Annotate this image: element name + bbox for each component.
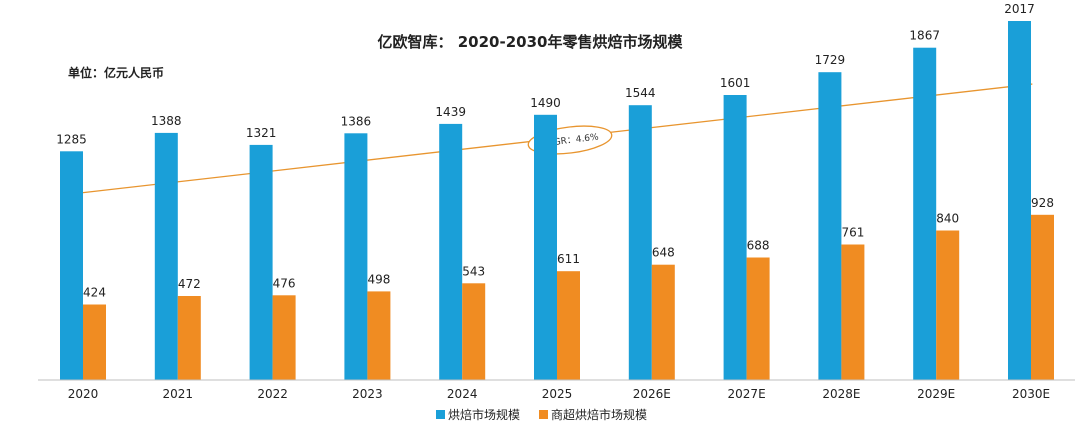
bar-supermarket-2023 <box>367 291 391 380</box>
x-tick-2023: 2023 <box>352 387 383 401</box>
bar-bakery-2025 <box>534 114 557 381</box>
legend: 烘焙市场规模 商超烘焙市场规模 <box>436 407 647 422</box>
bar-bakery-2020 <box>60 151 83 380</box>
x-tick-2028E: 2028E <box>822 387 860 401</box>
x-tick-2020: 2020 <box>68 387 99 401</box>
bars-group <box>60 21 1054 381</box>
value-label-supermarket-2026E: 648 <box>652 246 675 260</box>
bar-bakery-2022 <box>249 144 273 380</box>
value-label-bakery-2024: 1439 <box>435 105 466 119</box>
bar-supermarket-2022 <box>272 295 296 380</box>
bar-supermarket-2030E <box>1031 214 1054 380</box>
value-label-supermarket-2029E: 840 <box>936 212 959 226</box>
value-label-bakery-2020: 1285 <box>56 132 87 146</box>
x-tick-2027E: 2027E <box>728 387 766 401</box>
x-tick-2026E: 2026E <box>633 387 671 401</box>
bar-supermarket-2025 <box>557 271 580 380</box>
value-label-bakery-2022: 1321 <box>246 126 277 140</box>
chart-title: 亿欧智库： 2020-2030年零售烘焙市场规模 <box>378 33 684 51</box>
bar-bakery-2024 <box>439 123 463 381</box>
value-label-supermarket-2027E: 688 <box>747 239 770 253</box>
value-label-supermarket-2025: 611 <box>557 252 580 266</box>
value-label-supermarket-2028E: 761 <box>841 226 864 240</box>
bar-supermarket-2020 <box>83 304 106 380</box>
bar-supermarket-2028E <box>841 244 865 380</box>
value-label-bakery-2025: 1490 <box>530 96 561 110</box>
x-tick-2029E: 2029E <box>917 387 955 401</box>
bar-supermarket-2021 <box>177 296 201 380</box>
x-tick-2025: 2025 <box>542 387 573 401</box>
value-label-supermarket-2023: 498 <box>367 272 390 286</box>
x-tick-2022: 2022 <box>257 387 288 401</box>
bar-bakery-2027E <box>723 95 747 380</box>
x-tick-2021: 2021 <box>163 387 194 401</box>
value-label-supermarket-2022: 476 <box>273 276 296 290</box>
value-label-supermarket-2024: 543 <box>462 264 485 278</box>
bar-bakery-2026E <box>628 105 652 380</box>
x-tick-2024: 2024 <box>447 387 478 401</box>
value-label-bakery-2029E: 1867 <box>909 29 940 43</box>
x-tick-labels: 2020 2021 2022 2023 2024 2025 2026E 2027E 2028E 2… <box>68 387 1050 401</box>
bar-supermarket-2024 <box>462 283 486 380</box>
value-label-bakery-2026E: 1544 <box>625 86 656 100</box>
value-label-bakery-2021: 1388 <box>151 114 182 128</box>
value-label-bakery-2030E: 2017 <box>1004 2 1035 16</box>
x-tick-2030E: 2030E <box>1012 387 1050 401</box>
bar-bakery-2021 <box>154 132 178 380</box>
value-label-bakery-2028E: 1729 <box>815 53 846 67</box>
bar-supermarket-2029E <box>936 230 960 380</box>
legend-label-series-2: 商超烘焙市场规模 <box>551 407 647 422</box>
bar-bakery-2029E <box>913 47 937 380</box>
value-label-supermarket-2030E: 928 <box>1031 196 1054 210</box>
value-label-bakery-2027E: 1601 <box>720 76 751 90</box>
bar-supermarket-2027E <box>746 257 770 380</box>
legend-swatch-series-1 <box>436 410 445 419</box>
legend-swatch-series-2 <box>539 410 548 419</box>
value-labels-group: 1285 424 1388 472 1321 476 1386 498 1439 543 1490 6… <box>56 2 1054 300</box>
bar-bakery-2030E <box>1008 21 1031 380</box>
bar-supermarket-2026E <box>651 264 675 380</box>
value-label-supermarket-2020: 424 <box>83 286 106 300</box>
value-label-supermarket-2021: 472 <box>178 277 201 291</box>
value-label-bakery-2023: 1386 <box>341 114 372 128</box>
bar-bakery-2023 <box>344 133 368 380</box>
unit-label: 单位：亿元人民币 <box>68 65 164 80</box>
bar-bakery-2028E <box>818 72 842 380</box>
legend-label-series-1: 烘焙市场规模 <box>448 407 520 422</box>
